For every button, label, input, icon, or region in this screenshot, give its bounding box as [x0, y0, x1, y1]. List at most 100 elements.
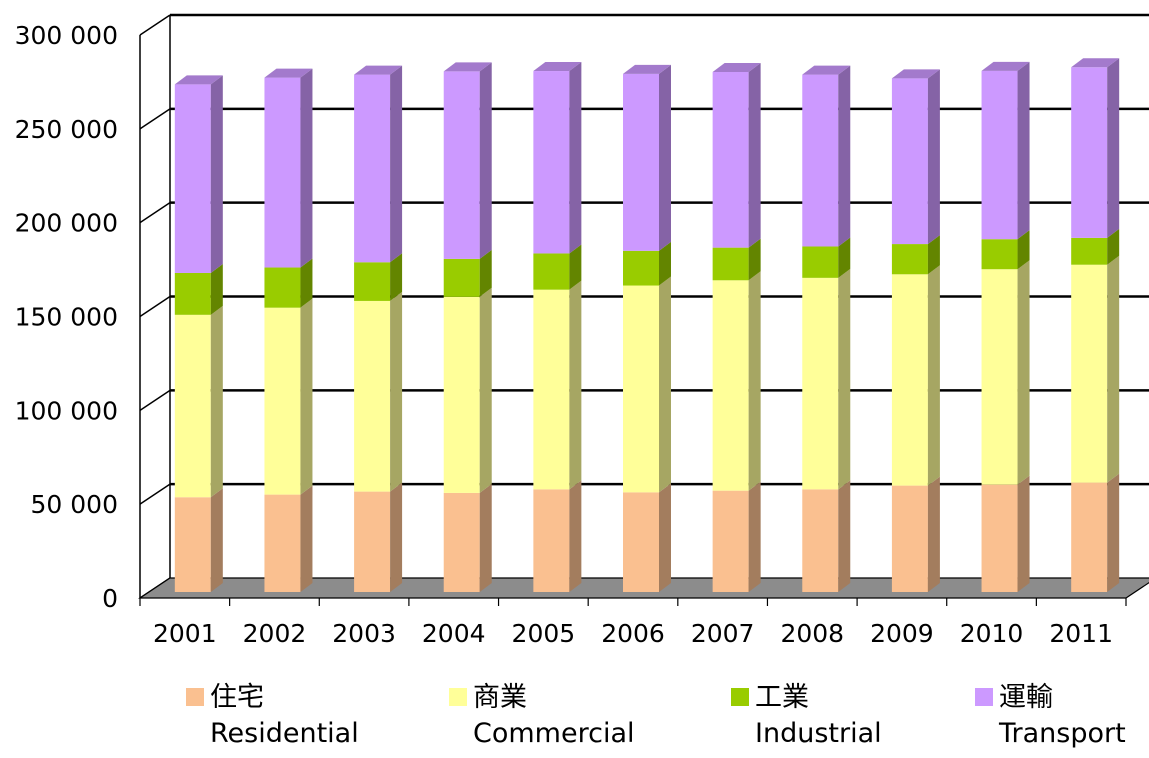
- bar-side-commercial: [569, 280, 582, 490]
- bar-segment-commercial: [712, 280, 749, 491]
- bar-side-industrial: [300, 258, 313, 308]
- bar-stack-2001: [174, 75, 223, 592]
- bar-side-commercial: [479, 287, 492, 493]
- bar-segment-commercial: [174, 314, 211, 498]
- legend-swatch-industrial: [731, 688, 749, 706]
- bar-segment-residential: [354, 491, 391, 592]
- legend-label-zh: 工業: [755, 682, 809, 713]
- bar-side-commercial: [390, 291, 403, 492]
- bar-top-transport: [1071, 58, 1120, 68]
- bar-side-transport: [748, 62, 761, 248]
- wall-tick: [139, 108, 171, 130]
- bar-side-transport: [838, 65, 851, 247]
- bar-side-transport: [927, 69, 940, 245]
- x-tick-label: 2005: [512, 619, 576, 648]
- bar-side-residential: [659, 483, 671, 592]
- bar-stack-2010: [981, 61, 1030, 592]
- bar-side-residential: [1017, 475, 1030, 592]
- legend-label-en: Industrial: [755, 718, 882, 749]
- bar-top-transport: [354, 65, 403, 75]
- bar-segment-industrial: [264, 267, 301, 308]
- legend-label-en: Residential: [210, 718, 359, 749]
- x-tick-label: 2006: [601, 619, 665, 648]
- bar-side-commercial: [838, 268, 851, 490]
- wall-tick: [139, 14, 171, 36]
- bar-segment-industrial: [174, 272, 211, 315]
- legend-swatch-commercial: [449, 688, 467, 706]
- bar-side-commercial: [659, 276, 671, 493]
- bar-side-industrial: [1017, 230, 1030, 270]
- bar-side-transport: [1017, 61, 1030, 240]
- y-axis: 0 50 000 100 000 150 000 200 000 250 000 300 0…: [15, 21, 118, 613]
- bar-stack-2002: [264, 68, 313, 592]
- bar-stack-2007: [712, 62, 761, 592]
- bar-segment-commercial: [981, 269, 1018, 485]
- bar-segment-commercial: [1071, 264, 1108, 483]
- bar-side-residential: [210, 488, 223, 592]
- y-tick-label: 200 000: [15, 209, 118, 238]
- y-tick-label: 150 000: [15, 303, 118, 332]
- legend-label-zh: 商業: [473, 682, 527, 713]
- bar-segment-industrial: [533, 253, 570, 290]
- bar-segment-industrial: [443, 258, 480, 297]
- bar-segment-residential: [712, 490, 749, 592]
- legend-swatch-residential: [186, 688, 204, 706]
- x-tick-label: 2010: [960, 619, 1024, 648]
- bar-segment-transport: [174, 84, 211, 273]
- legend-label-en: Commercial: [473, 718, 635, 749]
- bar-side-industrial: [838, 237, 851, 278]
- bar-side-residential: [479, 483, 492, 592]
- bar-side-industrial: [569, 244, 582, 290]
- bar-side-residential: [300, 485, 313, 592]
- x-tick-label: 2008: [780, 619, 844, 648]
- bar-segment-residential: [264, 494, 301, 592]
- bar-segment-residential: [1071, 482, 1108, 592]
- bar-segment-transport: [891, 78, 928, 245]
- bar-side-residential: [927, 476, 940, 592]
- bar-side-commercial: [748, 271, 761, 491]
- bar-segment-industrial: [354, 262, 391, 301]
- bar-side-industrial: [927, 235, 940, 275]
- bar-top-transport: [981, 61, 1030, 71]
- bar-top-transport: [443, 62, 492, 72]
- bar-segment-commercial: [443, 296, 480, 493]
- bar-segment-commercial: [264, 307, 301, 495]
- bar-group: [174, 58, 1120, 592]
- x-tick-label: 2002: [243, 619, 307, 648]
- bar-segment-transport: [354, 74, 391, 263]
- bar-stack-2011: [1071, 58, 1120, 592]
- bar-side-industrial: [659, 241, 671, 286]
- bar-top-transport: [264, 68, 313, 78]
- bar-segment-commercial: [802, 277, 839, 490]
- bar-side-residential: [1107, 473, 1120, 592]
- bar-side-residential: [748, 481, 761, 592]
- y-tick-label: 300 000: [15, 21, 118, 50]
- bar-segment-residential: [443, 492, 480, 592]
- bar-segment-commercial: [354, 300, 391, 492]
- bar-side-commercial: [300, 298, 313, 495]
- bar-segment-transport: [533, 71, 570, 254]
- bar-segment-transport: [623, 73, 659, 251]
- bar-side-industrial: [748, 238, 761, 281]
- bar-segment-transport: [443, 71, 480, 259]
- bar-segment-residential: [623, 492, 659, 592]
- bar-segment-residential: [891, 485, 928, 592]
- x-tick-label: 2009: [870, 619, 934, 648]
- bar-side-industrial: [479, 249, 492, 297]
- bar-side-industrial: [1107, 228, 1120, 265]
- bar-stack-2008: [802, 65, 851, 592]
- bar-segment-residential: [981, 484, 1018, 592]
- bar-stack-2004: [443, 62, 492, 592]
- bar-top-transport: [623, 64, 671, 74]
- bar-side-transport: [1107, 58, 1120, 238]
- bar-side-transport: [390, 65, 403, 263]
- bar-segment-transport: [712, 71, 749, 248]
- bar-stack-2003: [354, 65, 403, 592]
- bar-side-transport: [300, 68, 313, 268]
- bar-side-transport: [210, 75, 223, 273]
- bar-segment-transport: [1071, 67, 1108, 238]
- y-tick-label: 250 000: [15, 115, 118, 144]
- wall-tick: [139, 202, 171, 224]
- y-tick-label: 0: [102, 584, 118, 613]
- bar-segment-transport: [802, 74, 839, 247]
